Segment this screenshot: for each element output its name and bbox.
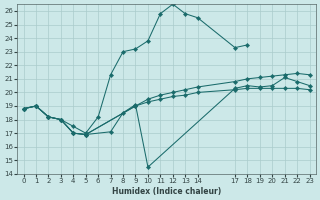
X-axis label: Humidex (Indice chaleur): Humidex (Indice chaleur) xyxy=(112,187,221,196)
